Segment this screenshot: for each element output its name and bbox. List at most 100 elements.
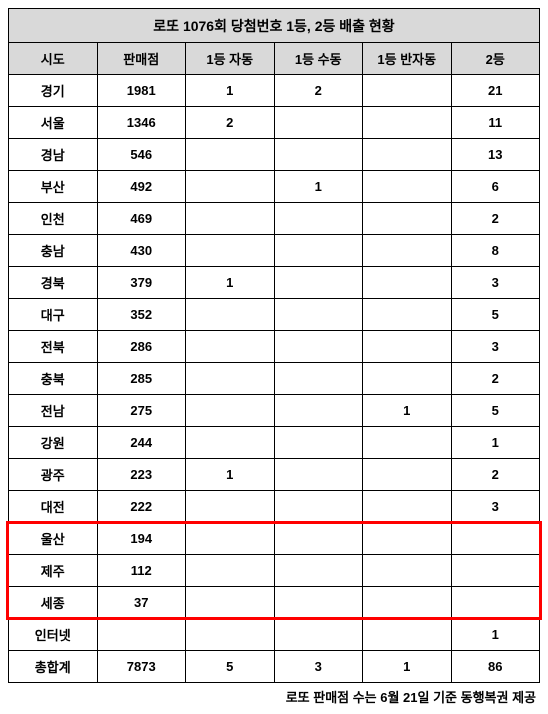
table-cell: 충남 <box>9 235 98 267</box>
table-cell <box>363 427 452 459</box>
table-cell <box>363 203 452 235</box>
table-cell: 총합계 <box>9 651 98 683</box>
table-cell: 세종 <box>9 587 98 619</box>
table-cell: 3 <box>274 651 363 683</box>
table-cell: 서울 <box>9 107 98 139</box>
table-cell <box>363 267 452 299</box>
table-cell: 21 <box>451 75 540 107</box>
table-cell <box>363 107 452 139</box>
table-cell: 전북 <box>9 331 98 363</box>
table-cell <box>274 107 363 139</box>
table-cell: 11 <box>451 107 540 139</box>
table-row: 인터넷 1 <box>9 619 540 651</box>
table-cell <box>274 267 363 299</box>
table-row: 울산194 <box>9 523 540 555</box>
table-cell: 강원 <box>9 427 98 459</box>
table-row: 세종37 <box>9 587 540 619</box>
table-cell: 5 <box>186 651 275 683</box>
table-cell: 부산 <box>9 171 98 203</box>
table-cell: 1 <box>186 75 275 107</box>
table-cell: 223 <box>97 459 186 491</box>
col-header: 1등 반자동 <box>363 43 452 75</box>
table-cell: 352 <box>97 299 186 331</box>
table-row: 경북37913 <box>9 267 540 299</box>
table-cell: 244 <box>97 427 186 459</box>
table-row: 총합계787353186 <box>9 651 540 683</box>
table-cell <box>363 235 452 267</box>
table-cell: 1 <box>186 459 275 491</box>
table-row: 강원244 1 <box>9 427 540 459</box>
table-cell: 울산 <box>9 523 98 555</box>
table-cell: 2 <box>186 107 275 139</box>
title-row: 로또 1076회 당첨번호 1등, 2등 배출 현황 <box>9 9 540 43</box>
table-cell: 1 <box>363 651 452 683</box>
table-cell <box>451 587 540 619</box>
table-cell: 대구 <box>9 299 98 331</box>
table-row: 전남27515 <box>9 395 540 427</box>
table-row: 서울1346211 <box>9 107 540 139</box>
footnote: 로또 판매점 수는 6월 21일 기준 동행복권 제공 <box>8 687 540 706</box>
table-cell: 379 <box>97 267 186 299</box>
table-cell: 275 <box>97 395 186 427</box>
table-cell: 492 <box>97 171 186 203</box>
table-cell: 인터넷 <box>9 619 98 651</box>
table-cell: 2 <box>451 203 540 235</box>
table-cell: 경북 <box>9 267 98 299</box>
table-cell <box>186 331 275 363</box>
table-cell: 인천 <box>9 203 98 235</box>
table-cell <box>363 555 452 587</box>
table-cell: 546 <box>97 139 186 171</box>
col-header: 판매점 <box>97 43 186 75</box>
table-cell <box>363 75 452 107</box>
table-cell <box>186 139 275 171</box>
table-cell: 194 <box>97 523 186 555</box>
table-wrapper: 로또 1076회 당첨번호 1등, 2등 배출 현황 시도 판매점 1등 자동 … <box>8 8 540 683</box>
table-cell <box>186 203 275 235</box>
table-cell <box>186 171 275 203</box>
table-row: 전북286 3 <box>9 331 540 363</box>
table-cell: 5 <box>451 395 540 427</box>
table-cell: 충북 <box>9 363 98 395</box>
lotto-table: 로또 1076회 당첨번호 1등, 2등 배출 현황 시도 판매점 1등 자동 … <box>8 8 540 683</box>
table-cell <box>186 363 275 395</box>
col-header: 1등 자동 <box>186 43 275 75</box>
table-cell: 222 <box>97 491 186 523</box>
col-header: 시도 <box>9 43 98 75</box>
col-header: 2등 <box>451 43 540 75</box>
table-cell: 1 <box>451 427 540 459</box>
table-row: 광주22312 <box>9 459 540 491</box>
table-body: 경기19811221서울1346211경남54613부산49216인천4692충… <box>9 75 540 683</box>
table-cell: 1981 <box>97 75 186 107</box>
table-cell <box>363 523 452 555</box>
table-cell <box>274 331 363 363</box>
table-cell <box>274 235 363 267</box>
col-header: 1등 수동 <box>274 43 363 75</box>
table-row: 대구3525 <box>9 299 540 331</box>
table-cell <box>274 363 363 395</box>
table-cell: 86 <box>451 651 540 683</box>
table-cell <box>274 555 363 587</box>
table-cell <box>186 587 275 619</box>
table-cell: 37 <box>97 587 186 619</box>
table-cell <box>274 459 363 491</box>
table-cell <box>274 491 363 523</box>
table-cell <box>186 235 275 267</box>
table-cell: 경기 <box>9 75 98 107</box>
table-cell <box>363 491 452 523</box>
table-cell <box>274 299 363 331</box>
table-cell: 1 <box>451 619 540 651</box>
table-cell <box>451 555 540 587</box>
table-cell: 광주 <box>9 459 98 491</box>
table-cell: 286 <box>97 331 186 363</box>
table-cell <box>274 523 363 555</box>
table-cell <box>363 587 452 619</box>
table-row: 제주112 <box>9 555 540 587</box>
table-cell <box>274 395 363 427</box>
table-cell <box>274 587 363 619</box>
table-cell: 경남 <box>9 139 98 171</box>
table-title: 로또 1076회 당첨번호 1등, 2등 배출 현황 <box>9 9 540 43</box>
table-cell: 7873 <box>97 651 186 683</box>
table-cell: 285 <box>97 363 186 395</box>
table-cell: 3 <box>451 331 540 363</box>
table-cell: 469 <box>97 203 186 235</box>
